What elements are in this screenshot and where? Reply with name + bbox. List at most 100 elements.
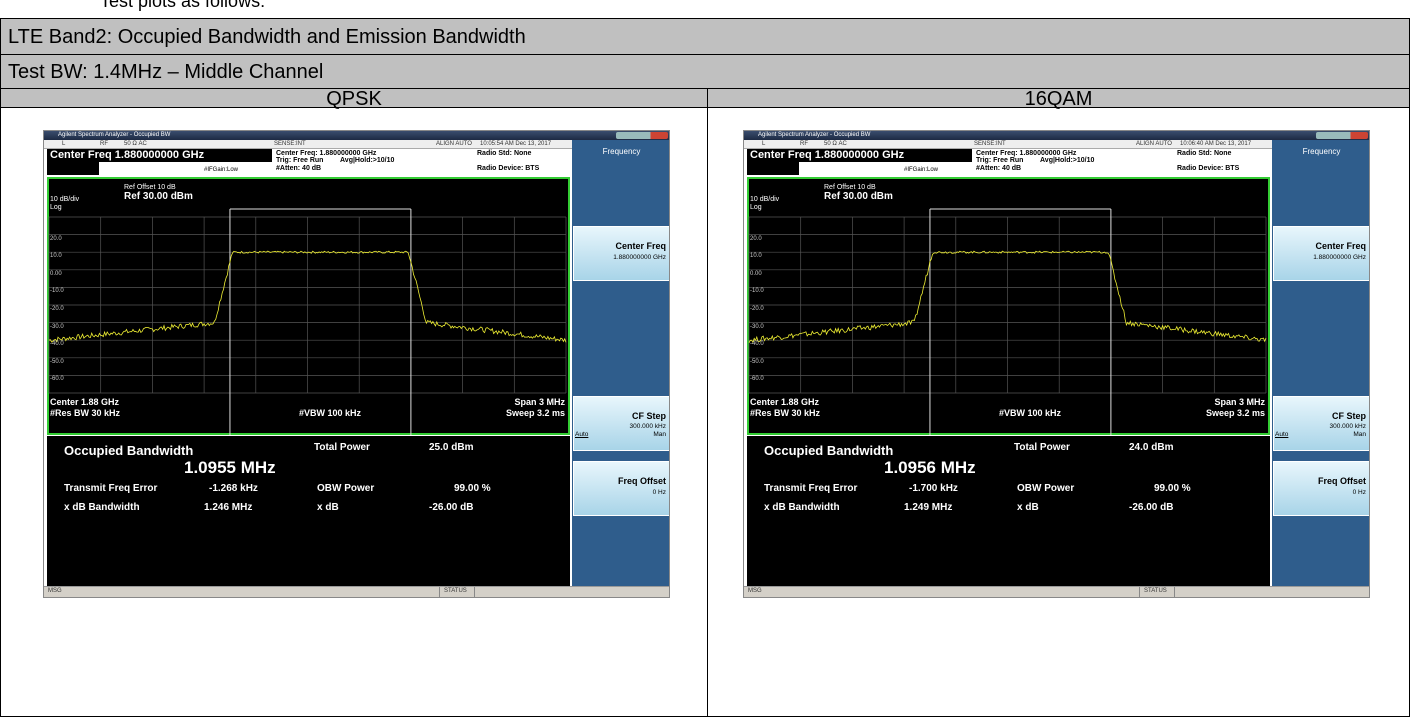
- analyzer-screenshot: Agilent Spectrum Analyzer - Occupied BW L…: [43, 130, 670, 598]
- status-item: L: [762, 141, 766, 147]
- graticule: [48, 208, 567, 435]
- timestamp: 10:05:54 AM Dec 13, 2017: [480, 141, 552, 147]
- softkey-value: 0 Hz: [1352, 489, 1366, 496]
- y-label: -50.0: [50, 358, 64, 365]
- result-xdb-bw: 1.246 MHz: [204, 502, 253, 513]
- result-total-power: 24.0 dBm: [1129, 442, 1174, 453]
- softkey-value: 1.880000000 GHz: [613, 254, 666, 261]
- setup-info: Trig: Free Run: [276, 157, 324, 164]
- softkey-option: Man: [1353, 431, 1366, 438]
- y-label: -40.0: [750, 341, 764, 348]
- res-bw: #Res BW 30 kHz: [50, 408, 121, 418]
- y-label: 10.0: [750, 253, 762, 260]
- result-xdb-label: x dB: [317, 502, 339, 513]
- log-label: Log: [50, 204, 62, 211]
- softkey-button: [1273, 226, 1369, 281]
- graph-area: [47, 177, 570, 435]
- results-area: [747, 436, 1270, 586]
- y-label: -60.0: [750, 376, 764, 383]
- center-freq-box: [47, 149, 272, 162]
- softkey-label: Freq Offset: [1317, 476, 1366, 486]
- status-separator: [1174, 587, 1175, 597]
- ref-level: Ref 30.00 dBm: [124, 191, 193, 202]
- title-bar: [44, 131, 669, 140]
- if-gain: #IFGain:Low: [204, 167, 239, 173]
- window-buttons: [616, 132, 668, 139]
- y-label: -30.0: [750, 323, 764, 330]
- y-label: -50.0: [750, 358, 764, 365]
- result-freq-error-label: Transmit Freq Error: [764, 483, 858, 494]
- y-label: 20.0: [50, 235, 62, 242]
- status-separator: [439, 587, 440, 597]
- trace: [748, 250, 1267, 344]
- results-area: [47, 436, 570, 586]
- softkey-menu: Frequency: [602, 147, 641, 156]
- y-label: -20.0: [50, 306, 64, 312]
- result-obw-label: Occupied Bandwidth: [64, 443, 194, 458]
- setup-info: Radio Std: None: [1177, 150, 1232, 157]
- y-label: 0.00: [750, 270, 762, 277]
- app-title: Agilent Spectrum Analyzer - Occupied BW: [58, 132, 171, 138]
- setup-info: Radio Std: None: [477, 150, 532, 157]
- scale: 10 dB/div: [50, 196, 80, 203]
- y-label: -10.0: [50, 288, 64, 295]
- result-total-power: 25.0 dBm: [429, 442, 474, 453]
- status-item: ALIGN AUTO: [1136, 141, 1172, 147]
- softkey-value: 300.000 kHz: [1329, 423, 1367, 430]
- result-freq-error-label: Transmit Freq Error: [64, 483, 158, 494]
- softkey-label: CF Step: [1331, 411, 1366, 421]
- softkey-button: [1273, 461, 1369, 516]
- status-label: STATUS: [444, 588, 467, 594]
- status-row: [744, 140, 1369, 149]
- setup-info: Radio Device: BTS: [1177, 165, 1240, 172]
- vbw: #VBW 100 kHz: [299, 408, 362, 418]
- softkey-button: [573, 226, 669, 281]
- softkey-menu: Frequency: [1302, 147, 1341, 156]
- status-row: [44, 140, 669, 149]
- y-label: -10.0: [750, 288, 764, 295]
- result-freq-error: -1.700 kHz: [909, 483, 958, 494]
- result-xdb: -26.00 dB: [429, 502, 474, 513]
- center-freq-text: Center Freq 1.880000000 GHz: [750, 149, 905, 161]
- setup-info: Center Freq: 1.880000000 GHz: [276, 150, 377, 157]
- status-item: 50 Ω AC: [824, 141, 847, 147]
- span: Span 3 MHz: [1214, 397, 1265, 407]
- heading: Test plots as follows:: [100, 0, 266, 11]
- result-obw-power: 99.00 %: [454, 483, 491, 494]
- status-item: ALIGN AUTO: [436, 141, 472, 147]
- result-total-power-label: Total Power: [1014, 442, 1070, 453]
- result-obw-value: 1.0956 MHz: [884, 458, 976, 477]
- table-subtitle: Test BW: 1.4MHz – Middle Channel: [0, 54, 1410, 89]
- result-xdb-bw-label: x dB Bandwidth: [764, 502, 840, 513]
- result-xdb-bw: 1.249 MHz: [904, 502, 953, 513]
- setup-info: Trig: Free Run: [976, 157, 1024, 164]
- title-bar: [744, 131, 1369, 140]
- column-header: QPSK: [0, 88, 708, 109]
- softkey-label: Center Freq: [1315, 241, 1366, 251]
- msg-label: MSG: [748, 588, 762, 594]
- sweep: Sweep 3.2 ms: [1205, 408, 1265, 418]
- softkey-panel: [1272, 140, 1369, 586]
- y-label: -40.0: [50, 341, 64, 348]
- setup-info: #Atten: 40 dB: [976, 165, 1022, 172]
- span: Span 3 MHz: [514, 397, 565, 407]
- y-label: -20.0: [750, 306, 764, 312]
- setup-info: Center Freq: 1.880000000 GHz: [976, 150, 1077, 157]
- status-item: RF: [800, 141, 808, 147]
- softkey-label: CF Step: [631, 411, 666, 421]
- softkey-option: Auto: [1275, 431, 1289, 438]
- status-bar: [744, 586, 1369, 597]
- result-obw-power: 99.00 %: [1154, 483, 1191, 494]
- ref-offset: Ref Offset 10 dB: [124, 184, 176, 191]
- softkey-button: [1273, 396, 1369, 451]
- softkey-option: Auto: [575, 431, 589, 438]
- status-separator: [474, 587, 475, 597]
- result-obw-power-label: OBW Power: [317, 483, 375, 494]
- result-obw-value: 1.0955 MHz: [184, 458, 276, 477]
- softkey-value: 300.000 kHz: [629, 423, 667, 430]
- scale: 10 dB/div: [750, 196, 780, 203]
- status-separator: [1139, 587, 1140, 597]
- softkey-label: Center Freq: [615, 241, 666, 251]
- center-freq-box-sub: [747, 162, 799, 175]
